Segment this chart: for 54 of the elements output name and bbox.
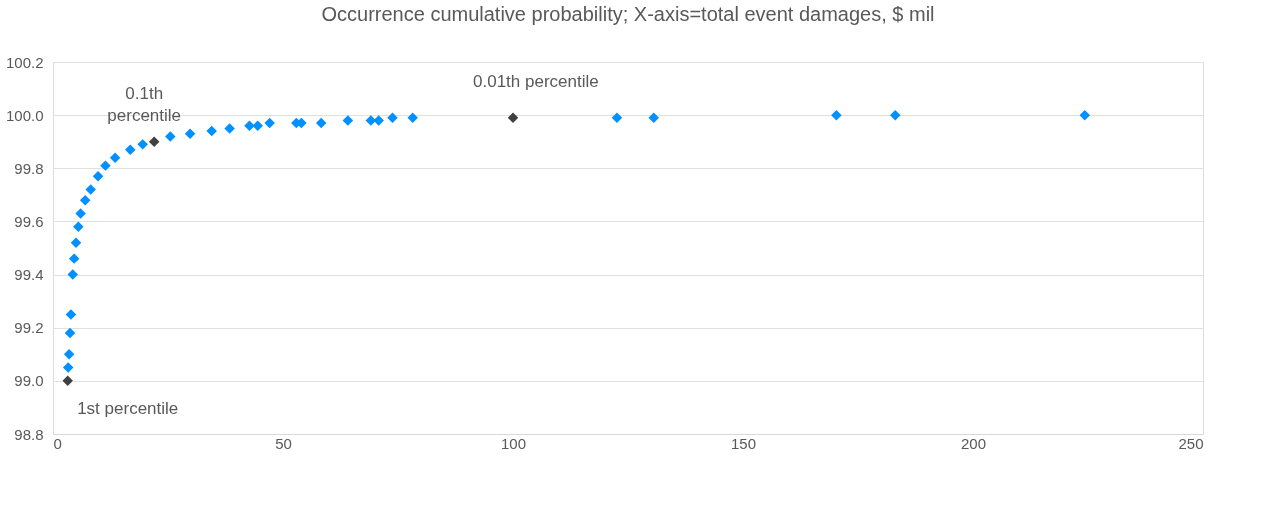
point — [387, 112, 398, 124]
point — [315, 117, 327, 129]
point — [67, 269, 79, 280]
point — [373, 115, 384, 126]
point — [342, 115, 354, 126]
point — [206, 125, 217, 137]
point — [70, 237, 82, 248]
point — [100, 160, 111, 171]
point — [75, 208, 86, 219]
chart-title: Occurrence cumulative probability; X-axis=total event damages, $ mil — [321, 3, 935, 25]
point — [79, 194, 91, 206]
y-tick-label: 99.2 — [14, 319, 44, 337]
point — [165, 131, 176, 142]
y-tick-label: 99.4 — [14, 266, 44, 284]
point — [63, 349, 75, 360]
annotation: 1st percentile — [77, 398, 179, 418]
point — [64, 327, 76, 339]
point — [184, 128, 196, 139]
point — [68, 253, 80, 264]
point — [252, 120, 263, 132]
x-tick-label: 50 — [275, 434, 292, 452]
x-tick-label: 100 — [500, 434, 527, 452]
y-tick-label: 99.8 — [14, 159, 44, 177]
point — [264, 117, 275, 129]
x-tick-label: 250 — [1178, 434, 1204, 452]
point — [890, 109, 901, 121]
point — [831, 109, 842, 121]
annotation: 0.1th percentile — [107, 83, 182, 125]
point — [125, 144, 136, 155]
y-tick-label: 99.0 — [14, 372, 44, 390]
y-tick-label: 99.6 — [14, 212, 44, 230]
point — [109, 152, 121, 163]
point — [85, 184, 96, 195]
point — [611, 112, 623, 124]
y-tick-label: 100.0 — [5, 106, 44, 124]
point — [62, 362, 74, 373]
y-tick-label: 100.2 — [5, 53, 44, 71]
point — [92, 171, 104, 182]
point — [73, 221, 84, 232]
x-tick-label: 0 — [53, 434, 62, 452]
point — [244, 120, 255, 132]
annotation: 0.01th percentile — [473, 71, 599, 91]
point — [507, 112, 519, 124]
point — [62, 375, 73, 387]
point — [65, 309, 77, 320]
point — [648, 112, 659, 124]
x-tick-label: 150 — [730, 434, 757, 452]
point — [148, 136, 160, 147]
y-tick-label: 98.8 — [14, 425, 44, 443]
x-tick-label: 200 — [960, 434, 987, 452]
point — [224, 123, 235, 134]
point — [407, 112, 418, 124]
point — [137, 139, 148, 150]
point — [1079, 109, 1091, 121]
